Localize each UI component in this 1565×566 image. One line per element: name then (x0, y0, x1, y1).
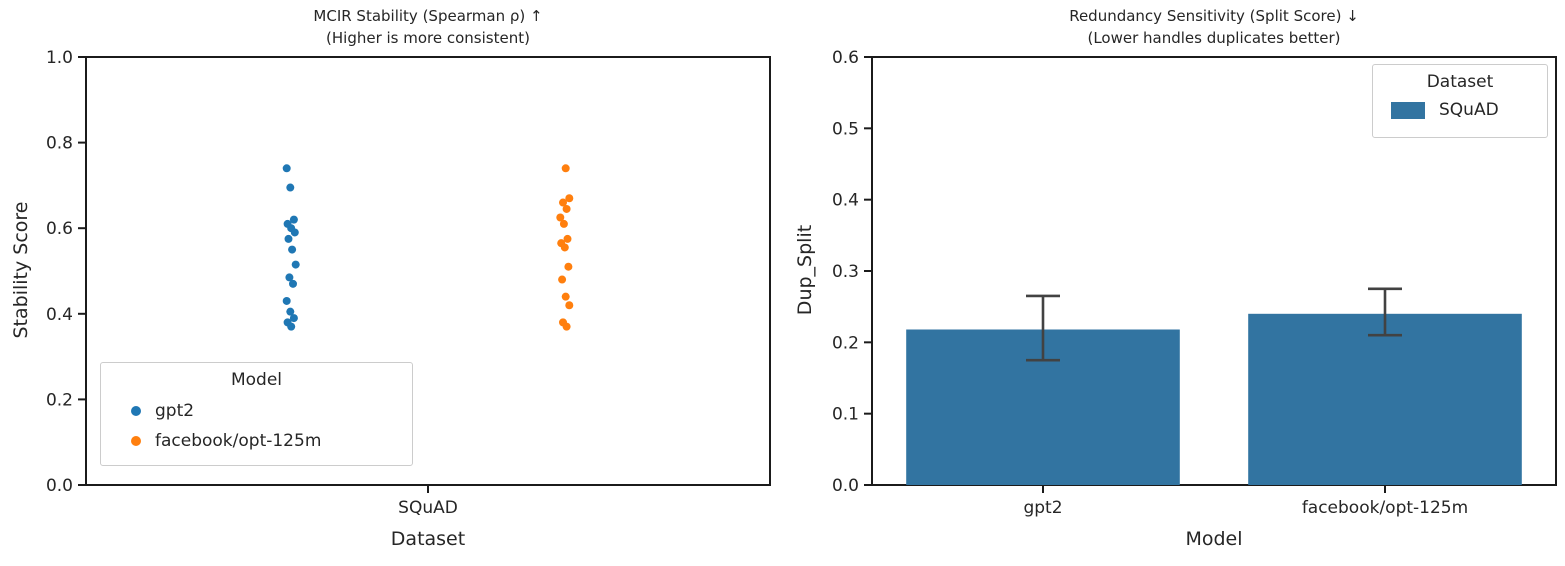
legend-item-gpt2: gpt2 (101, 396, 412, 426)
y-tick-label: 0.6 (832, 48, 859, 68)
strip-point-gpt2 (289, 215, 298, 224)
gpt2-marker-icon (131, 406, 141, 416)
strip-point-gpt2 (288, 245, 297, 254)
strip-point-gpt2 (289, 314, 298, 323)
strip-point-facebook/opt-125m (560, 243, 569, 252)
legend-item-opt125m-label: facebook/opt-125m (155, 431, 322, 451)
strip-point-gpt2 (290, 228, 299, 237)
y-tick-label: 0.0 (832, 476, 859, 496)
strip-point-facebook/opt-125m (565, 194, 574, 203)
strip-point-gpt2 (286, 307, 295, 316)
right-x-axis-label: Model (1185, 528, 1243, 550)
strip-point-facebook/opt-125m (562, 204, 571, 213)
strip-point-gpt2 (289, 279, 297, 288)
y-tick-label: 0.8 (46, 134, 73, 154)
y-tick-label: 0.4 (46, 305, 73, 325)
dataset-legend: Dataset SQuAD (1372, 64, 1548, 138)
y-tick-label: 0.2 (46, 390, 73, 410)
legend-item-gpt2-label: gpt2 (155, 401, 195, 421)
strip-point-facebook/opt-125m (559, 198, 567, 207)
opt125m-marker-icon (131, 436, 141, 446)
model-legend: Model gpt2 facebook/opt-125m (100, 362, 413, 466)
x-tick-label: SQuAD (398, 498, 458, 518)
strip-point-gpt2 (282, 164, 291, 173)
right-chart-title-line1: Redundancy Sensitivity (Split Score) ↓ (1069, 7, 1359, 25)
model-legend-title: Model (230, 370, 283, 390)
bar-facebook/opt-125m (1248, 313, 1522, 485)
strip-point-gpt2 (282, 296, 291, 305)
y-tick-label: 0.2 (832, 333, 859, 353)
strip-point-gpt2 (286, 183, 295, 192)
strip-point-facebook/opt-125m (561, 292, 570, 301)
y-tick-label: 1.0 (46, 48, 73, 68)
strip-point-facebook/opt-125m (562, 322, 571, 331)
y-tick-label: 0.5 (832, 119, 859, 139)
strip-point-gpt2 (284, 234, 293, 243)
dataset-legend-title: Dataset (1426, 72, 1494, 92)
y-tick-label: 0.3 (832, 262, 859, 282)
x-tick-label: gpt2 (1023, 498, 1062, 518)
strip-point-facebook/opt-125m (563, 234, 572, 243)
strip-point-facebook/opt-125m (564, 262, 573, 271)
strip-point-gpt2 (291, 260, 300, 269)
strip-point-facebook/opt-125m (559, 219, 568, 228)
right-chart-title-line2: (Lower handles duplicates better) (1087, 28, 1341, 47)
strip-point-facebook/opt-125m (561, 164, 570, 173)
left-chart-title-line1: MCIR Stability (Spearman ρ) ↑ (313, 7, 543, 25)
left-chart-title-line2: (Higher is more consistent) (326, 28, 530, 47)
y-tick-label: 0.6 (46, 219, 73, 239)
right-chart-title: Redundancy Sensitivity (Split Score) ↓ (… (872, 6, 1556, 50)
y-tick-label: 0.0 (46, 476, 73, 496)
strip-point-gpt2 (285, 273, 294, 282)
x-tick-label: facebook/opt-125m (1302, 498, 1468, 518)
strip-point-facebook/opt-125m (565, 301, 574, 310)
left-y-axis-label: Stability Score (10, 201, 32, 339)
right-y-axis-label: Dup_Split (794, 224, 816, 316)
strip-point-facebook/opt-125m (556, 213, 565, 222)
y-tick-label: 0.4 (832, 191, 859, 211)
left-x-axis-label: Dataset (390, 528, 466, 550)
left-chart-title: MCIR Stability (Spearman ρ) ↑ (Higher is… (86, 6, 770, 50)
squad-swatch-icon (1391, 101, 1425, 119)
legend-item-squad-label: SQuAD (1439, 100, 1499, 120)
y-tick-label: 0.1 (832, 405, 859, 425)
legend-item-squad: SQuAD (1373, 98, 1547, 122)
legend-item-opt125m: facebook/opt-125m (101, 426, 412, 456)
strip-point-gpt2 (287, 322, 296, 331)
strip-point-facebook/opt-125m (558, 275, 567, 284)
